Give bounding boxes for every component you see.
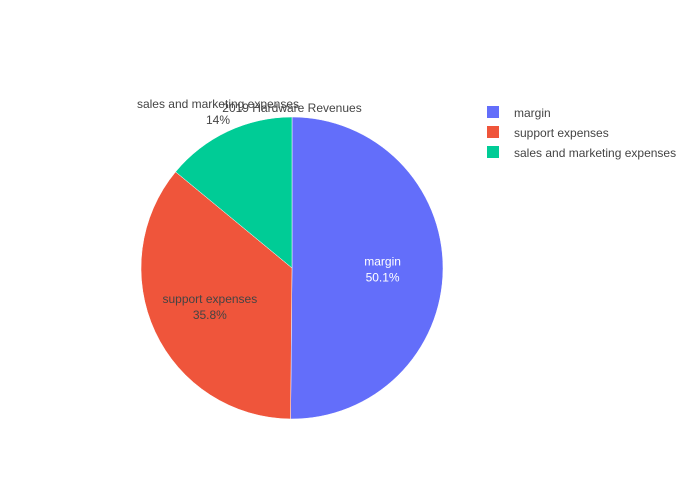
legend-item-sales-and-marketing-expenses[interactable]: sales and marketing expenses — [487, 146, 676, 160]
legend-label: support expenses — [514, 126, 609, 140]
chart-title: 2019 Hardware Revenues — [222, 101, 361, 115]
slice-label-name: support expenses — [162, 292, 257, 306]
slice-label-percent: 14% — [206, 113, 230, 127]
legend-swatch — [487, 126, 499, 138]
pie-slices — [140, 116, 444, 420]
legend[interactable]: margin support expenses sales and marketin… — [487, 106, 676, 160]
slice-label-support-expenses: support expenses 35.8% — [162, 292, 257, 322]
legend-label: sales and marketing expenses — [514, 146, 676, 160]
legend-item-support-expenses[interactable]: support expenses — [487, 126, 609, 140]
pie-slice-margin[interactable] — [290, 116, 444, 420]
slice-label-name: margin — [364, 254, 401, 268]
legend-swatch — [487, 146, 499, 158]
legend-swatch — [487, 106, 499, 118]
pie-slice-sales-and-marketing-expenses[interactable] — [175, 116, 293, 269]
slice-label-name: sales and marketing expenses — [137, 97, 299, 111]
slice-label-sales-and-marketing-expenses: sales and marketing expenses 14% — [137, 97, 299, 127]
pie-slice-support-expenses[interactable] — [140, 171, 293, 420]
slice-label-margin: margin 50.1% — [364, 254, 401, 284]
slice-label-percent: 50.1% — [366, 270, 400, 284]
slice-label-percent: 35.8% — [193, 308, 227, 322]
legend-label: margin — [514, 106, 551, 120]
pie-labels: margin 50.1% support expenses 35.8% sales an… — [137, 97, 401, 322]
legend-item-margin[interactable]: margin — [487, 106, 551, 120]
